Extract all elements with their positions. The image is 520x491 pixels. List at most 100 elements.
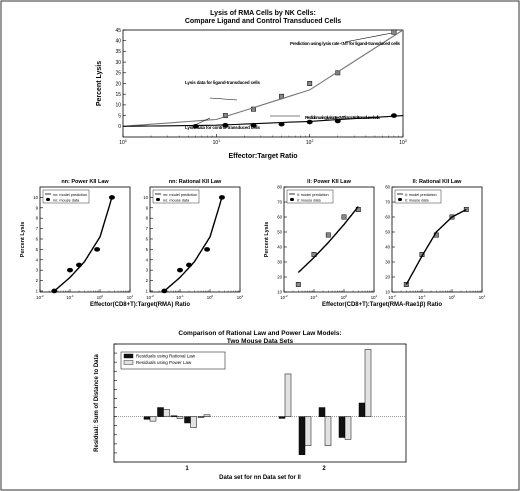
bar	[190, 416, 197, 428]
x-tick-label: 10-1	[418, 294, 426, 300]
x-tick-label: 103	[399, 139, 407, 146]
x-tick-label: 101	[479, 294, 486, 300]
series-line	[122, 115, 404, 127]
data-point	[295, 282, 301, 287]
data-point	[177, 267, 183, 273]
y-tick-label: 5	[146, 247, 149, 252]
chart-title: nn: Power KII Law	[61, 179, 109, 185]
y-tick-label: 60	[385, 215, 390, 220]
y-tick-label: 45	[115, 28, 121, 34]
bar	[338, 416, 346, 438]
x-tick-label: 101	[371, 294, 378, 300]
legend-label: nn: model prediction	[53, 193, 87, 197]
y-tick-label: 50	[385, 230, 390, 235]
x-tick-label: 10-2	[146, 294, 154, 300]
x-axis-label: Data set for nn Data set for ll	[219, 475, 301, 481]
legend-box	[120, 351, 226, 370]
y-tick-label: 60	[277, 215, 282, 220]
plot-area	[149, 186, 241, 293]
legend-swatch	[156, 197, 160, 202]
annotation-arrow	[209, 97, 238, 101]
bar	[203, 414, 211, 417]
annotation-arrow	[344, 32, 393, 43]
plot-area	[113, 343, 407, 463]
chart-subtitle: Compare Ligand and Control Transduced Ce…	[185, 18, 341, 25]
y-tick-label: 10	[385, 290, 390, 295]
y-tick-label: 70	[385, 200, 390, 205]
chart-title: ll: Rational KII Law	[413, 179, 463, 185]
data-point	[204, 247, 211, 252]
series-line	[53, 197, 113, 292]
legend-swatch	[290, 197, 294, 202]
chart-title: ll: Power KII Law	[307, 179, 351, 185]
bar	[176, 416, 184, 419]
y-tick-label: 1	[146, 288, 149, 293]
y-tick-label: 15	[115, 92, 121, 98]
legend-box	[42, 189, 90, 204]
annotation: Prediction using lysis rate <NT for cont…	[305, 115, 380, 120]
y-tick-label: 6	[146, 236, 149, 241]
y-tick-label: 80	[277, 185, 282, 190]
x-axis-label: Effector:Target Ratio	[228, 153, 297, 160]
x-tick-label: 10-1	[310, 294, 318, 300]
legend-label: nn: mouse data	[53, 198, 80, 202]
x-axis-label: Effector(CD8+T):Target(RMA-Rae1β) Ratio	[322, 302, 442, 308]
chart-4: 10-2 10-1 100 101 10 20 30 40 50 60 70 80 ll: model …	[385, 179, 485, 300]
x-tick-label: 10-1	[66, 294, 74, 300]
legend-label: nn: model prediction	[163, 193, 197, 197]
legend-box	[286, 189, 334, 204]
bar	[157, 407, 164, 417]
annotation: Lysis data for control-transduced cells	[185, 125, 260, 130]
bar	[170, 415, 178, 417]
y-tick-label: 70	[277, 200, 282, 205]
series-line	[297, 206, 359, 274]
y-tick-label: 10	[277, 290, 282, 295]
data-point	[108, 195, 115, 200]
y-axis-label: Residual: Sum of Distance to Data	[94, 353, 100, 451]
data-point	[94, 247, 101, 252]
bar	[197, 416, 205, 418]
bar	[304, 416, 312, 446]
legend-swatch	[46, 197, 50, 202]
x-tick-label: 101	[213, 139, 221, 146]
x-tick-label: 10-2	[280, 294, 288, 300]
data-point	[67, 267, 73, 273]
legend-swatch	[398, 197, 402, 202]
legend-label: ll: mouse data	[297, 198, 322, 202]
y-tick-label: 8	[36, 216, 39, 221]
y-tick-label: 2	[36, 278, 39, 283]
y-tick-label: 9	[146, 205, 149, 210]
y-tick-label: 1	[36, 288, 39, 293]
x-axis-label: Effector(CD8+T):Target(RMA) Ratio	[90, 302, 190, 308]
legend-box	[152, 189, 200, 204]
series-line	[405, 208, 467, 285]
x-tick-label: 10-1	[176, 294, 184, 300]
x-tick-label: 100	[449, 294, 456, 300]
y-tick-label: 4	[36, 257, 39, 262]
legend-label: ll: model prediction	[297, 193, 329, 197]
bar	[143, 416, 151, 420]
data-point	[391, 29, 397, 35]
legend-label: nn: mouse data	[163, 198, 190, 202]
y-tick-label: 50	[277, 230, 282, 235]
y-tick-label: 40	[277, 245, 282, 250]
plot-area	[122, 29, 404, 138]
x-tick-label: 100	[207, 294, 214, 300]
y-tick-label: 30	[115, 60, 121, 66]
data-point	[218, 195, 225, 200]
chart-title: Lysis of RMA Cells by NK Cells:	[210, 10, 316, 17]
x-tick-label: 100	[119, 139, 127, 146]
legend-swatch	[123, 360, 134, 365]
y-tick-label: 7	[146, 226, 149, 231]
y-axis-label: Percent Lysis	[264, 222, 270, 258]
annotation-arrow	[194, 117, 211, 126]
data-point	[341, 214, 347, 220]
bar	[298, 416, 306, 455]
y-tick-label: 40	[385, 245, 390, 250]
bar	[344, 416, 352, 440]
x-tick-label: 2	[322, 466, 326, 472]
series-line	[163, 197, 223, 292]
y-tick-label: 3	[146, 268, 149, 273]
plot-area	[391, 186, 483, 293]
plot-area	[283, 186, 375, 293]
